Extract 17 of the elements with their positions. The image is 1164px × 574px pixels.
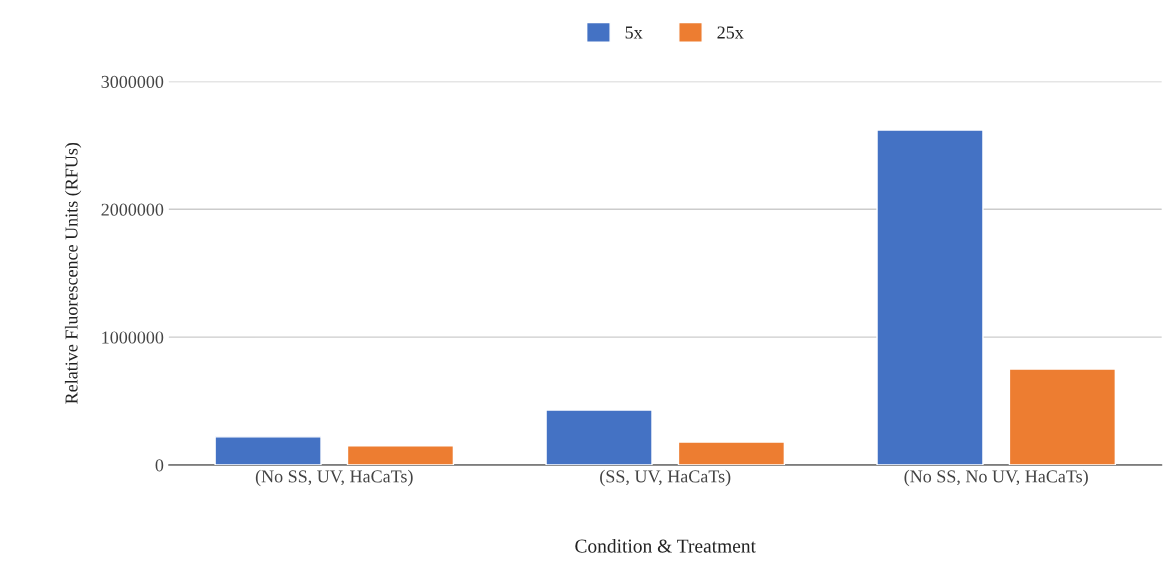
bar: [346, 445, 455, 465]
y-axis-title: Relative Fluorescence Units (RFUs): [64, 142, 82, 404]
y-tick-label: 2000000: [101, 203, 164, 216]
x-tick-label: (SS, UV, HaCaTs): [600, 469, 731, 487]
y-tick-label: 3000000: [101, 75, 164, 88]
x-axis-title: Condition & Treatment: [575, 538, 756, 553]
y-tick-label: 0: [155, 459, 164, 472]
y-tick-label: 1000000: [102, 331, 164, 344]
x-tick-label: (No SS, UV, HaCaTs): [255, 469, 413, 487]
bar: [214, 436, 322, 465]
bar: [876, 129, 984, 465]
bar: [545, 409, 653, 465]
legend-label: 25x: [717, 26, 744, 39]
bar: [1008, 368, 1117, 465]
x-tick-label: (No SS, No UV, HaCaTs): [904, 469, 1088, 487]
bar: [677, 441, 786, 465]
legend-label: 5x: [625, 26, 643, 39]
